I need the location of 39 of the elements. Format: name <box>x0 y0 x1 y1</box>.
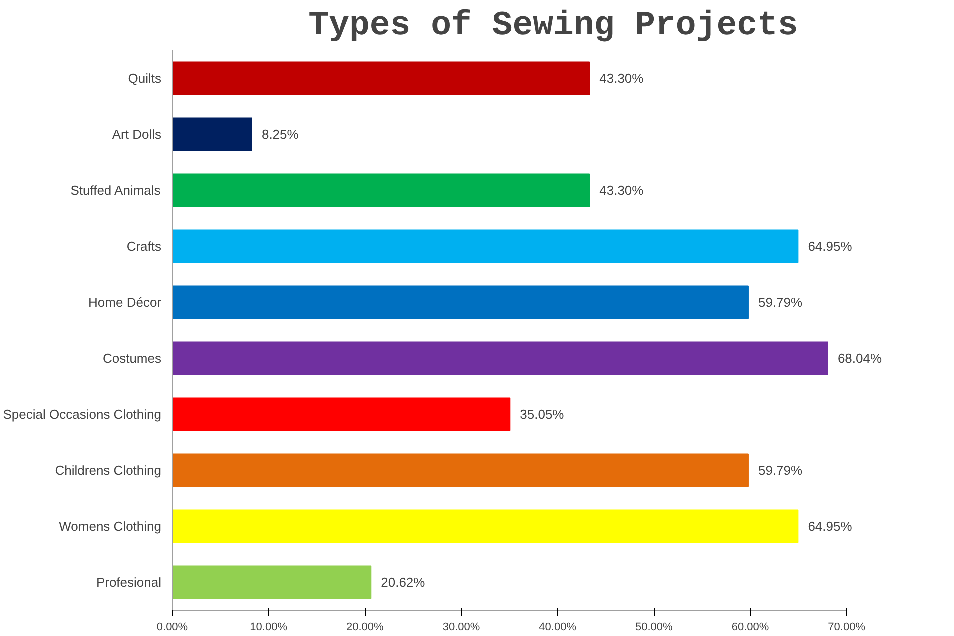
data-label: 8.25% <box>262 127 300 142</box>
chart-title: Types of Sewing Projects <box>308 8 798 46</box>
bar <box>172 286 749 320</box>
x-tick-label: 20.00% <box>346 622 384 634</box>
bar <box>172 454 749 488</box>
data-label: 35.05% <box>520 407 565 422</box>
bar <box>172 510 799 544</box>
bar <box>172 398 511 432</box>
bar <box>172 342 828 376</box>
y-tick-label: Stuffed Animals <box>70 183 162 198</box>
data-label: 68.04% <box>838 351 882 366</box>
data-label: 64.95% <box>808 519 853 534</box>
y-tick-label: Womens Clothing <box>59 519 162 534</box>
x-tick-label: 60.00% <box>732 622 770 634</box>
x-tick-label: 0.00% <box>156 622 188 634</box>
data-label: 59.79% <box>758 295 804 310</box>
bar <box>172 174 590 208</box>
y-tick-label: Childrens Clothing <box>55 463 162 478</box>
x-tick-label: 10.00% <box>250 622 288 634</box>
y-tick-label: Crafts <box>126 239 162 254</box>
y-tick-label: Profesional <box>96 575 162 590</box>
bar <box>172 566 372 600</box>
data-label: 20.62% <box>381 575 426 590</box>
data-label: 59.79% <box>758 463 804 478</box>
bar <box>172 230 799 264</box>
data-label: 43.30% <box>600 71 644 86</box>
y-tick-label: Art Dolls <box>112 127 162 142</box>
data-label: 43.30% <box>600 183 644 198</box>
y-tick-label: Special Occasions Clothing <box>3 407 162 422</box>
data-label: 64.95% <box>808 239 853 254</box>
x-tick-label: 40.00% <box>539 622 577 634</box>
bar <box>172 62 590 96</box>
x-tick-label: 50.00% <box>636 622 674 634</box>
y-tick-label: Costumes <box>102 351 162 366</box>
x-tick-label: 70.00% <box>828 622 866 634</box>
y-tick-label: Home Décor <box>88 295 162 310</box>
y-tick-label: Quilts <box>128 71 162 86</box>
x-tick-label: 30.00% <box>442 622 480 634</box>
bar <box>172 118 252 152</box>
